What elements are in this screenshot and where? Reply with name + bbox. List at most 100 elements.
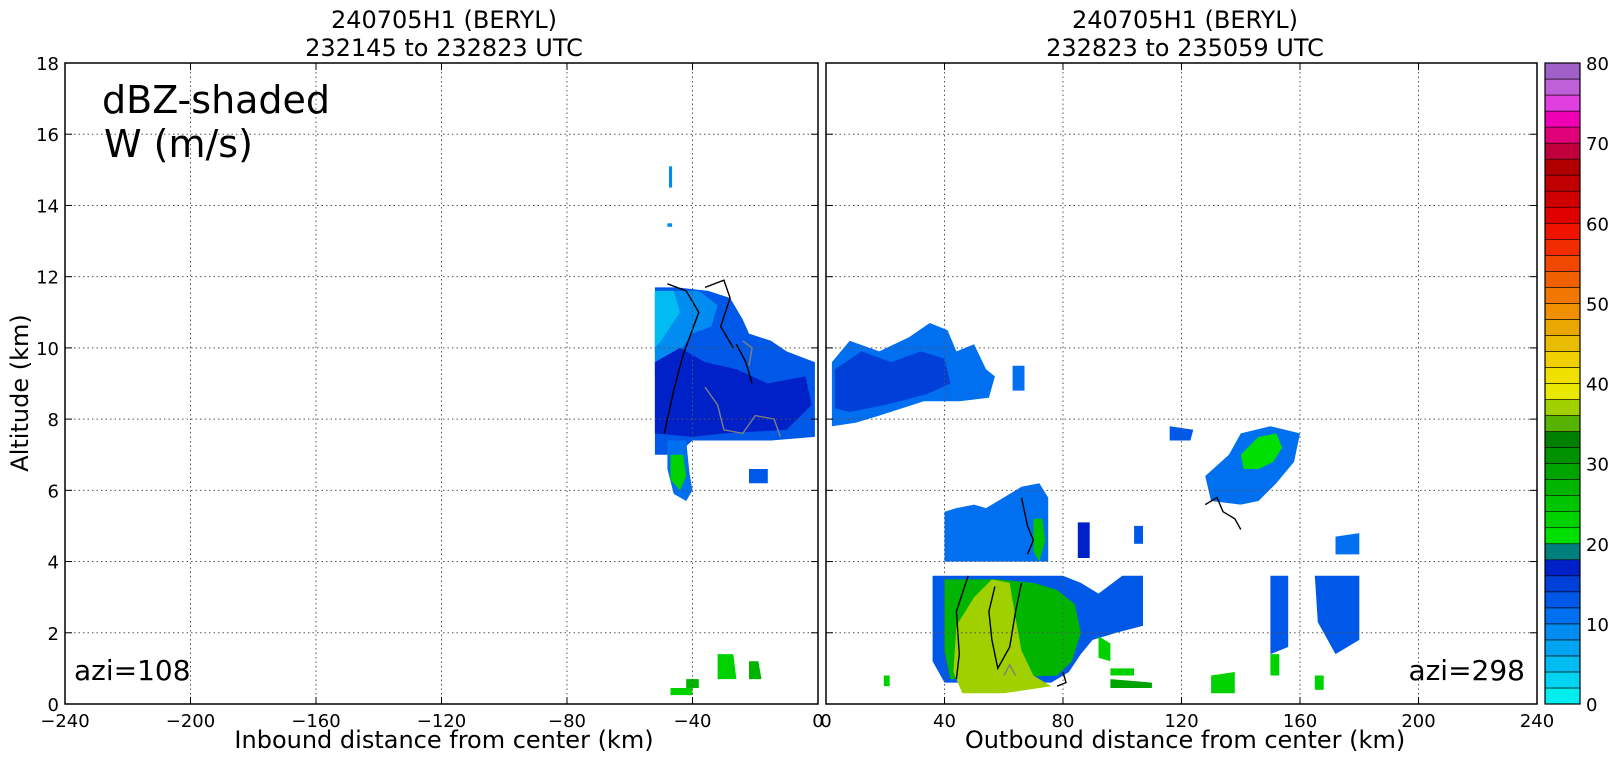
right-x-tick-label: 240 — [1520, 711, 1554, 732]
right-echo-region-8 — [1077, 522, 1090, 558]
colorbar-tick-label: 20 — [1586, 535, 1609, 556]
right-echo-region-21 — [1314, 675, 1324, 690]
colorbar-band — [1544, 687, 1581, 705]
left-y-tick-label: 14 — [36, 196, 59, 217]
right-echo-region-10 — [1335, 533, 1360, 555]
right-echo-region-15 — [1110, 668, 1135, 676]
colorbar-band — [1544, 671, 1581, 689]
left-echo-region-5 — [670, 454, 687, 491]
colorbar-band — [1544, 271, 1581, 288]
colorbar-tick-label: 10 — [1586, 615, 1609, 636]
left-y-tick-label: 8 — [48, 410, 59, 431]
colorbar-band — [1544, 142, 1581, 160]
left-ylabel: Altitude (km) — [6, 314, 34, 471]
colorbar-band — [1544, 351, 1581, 368]
right-echo-region-16 — [1110, 679, 1152, 688]
right-plot-area: 0 40 80 120 160 200 240 — [820, 62, 1554, 732]
colorbar-band — [1544, 527, 1581, 545]
left-y-tick-label: 0 — [48, 695, 59, 716]
colorbar-band — [1544, 591, 1581, 609]
colorbar-band — [1544, 126, 1581, 144]
left-echo-region-2 — [654, 290, 680, 348]
right-echo-region-22 — [883, 675, 890, 687]
left-echo-region-3 — [654, 347, 812, 437]
colorbar-band — [1544, 415, 1581, 432]
colorbar-band — [1544, 543, 1581, 561]
right-echo-region-18 — [1270, 575, 1289, 655]
left-echo-region-11 — [670, 688, 693, 696]
left-y-tick-label: 10 — [36, 339, 59, 360]
right-w-contour-3 — [1204, 496, 1242, 530]
right-echo-region-17 — [1211, 672, 1235, 694]
right-w-contour-5 — [1003, 663, 1017, 676]
right-x-tick-label: 40 — [933, 711, 956, 732]
right-w-contour-1 — [988, 582, 1023, 671]
right-x-tick-label: 80 — [1052, 711, 1075, 732]
left-plot-area: −240 −200 −160 −120 −80 −40 0 0 2 4 6 8 10 12 14 16 18 — [36, 54, 824, 732]
left-echo-region-6 — [749, 469, 768, 484]
right-x-tick-label: 160 — [1283, 711, 1317, 732]
colorbar-band — [1544, 623, 1581, 641]
left-y-tick-label: 6 — [48, 481, 59, 502]
left-x-tick-label: −120 — [417, 711, 466, 732]
colorbar-band — [1544, 62, 1581, 80]
dbz-colorbar: 0 10 20 30 40 50 60 70 80 — [1544, 54, 1609, 716]
colorbar-band — [1544, 206, 1581, 224]
left-panel-subtitle: 232145 to 232823 UTC — [305, 34, 583, 62]
colorbar-band — [1544, 479, 1581, 496]
colorbar-band — [1544, 94, 1581, 112]
colorbar-band — [1544, 158, 1581, 176]
colorbar-tick-label: 80 — [1586, 54, 1609, 75]
colorbar-band — [1544, 238, 1581, 256]
right-azimuth-label: azi=298 — [1408, 654, 1525, 687]
left-w-contour-1 — [704, 279, 734, 349]
right-echo-region-9 — [1134, 525, 1143, 544]
colorbar-band — [1544, 367, 1581, 384]
left-w-contour-2 — [735, 343, 753, 384]
left-w-contour-0 — [663, 283, 700, 434]
left-x-tick-label: −200 — [166, 711, 215, 732]
colorbar-band — [1544, 287, 1581, 304]
right-xlabel: Outbound distance from center (km) — [965, 726, 1405, 754]
colorbar-tick-label: 60 — [1586, 214, 1609, 235]
left-panel: 240705H1 (BERYL) 232145 to 232823 UTC −2… — [6, 6, 824, 754]
left-y-tick-label: 4 — [48, 553, 59, 574]
left-x-tick-label: −40 — [674, 711, 712, 732]
colorbar-band — [1544, 78, 1581, 96]
left-y-tick-label: 12 — [36, 268, 59, 289]
right-echo-region-19 — [1270, 654, 1280, 676]
colorbar-band — [1544, 607, 1581, 625]
right-echo-region-7 — [1033, 518, 1046, 562]
left-w-contour-4 — [742, 340, 753, 366]
colorbar-band — [1544, 255, 1581, 272]
left-echo-region-8 — [667, 223, 673, 227]
right-echo-region-5 — [1240, 433, 1283, 469]
right-echo-layer — [831, 323, 1360, 694]
left-echo-layer — [654, 166, 815, 696]
colorbar-tick-label: 50 — [1586, 294, 1609, 315]
right-w-contour-2 — [1020, 497, 1035, 555]
left-echo-region-9 — [717, 654, 737, 680]
left-echo-region-10 — [749, 661, 762, 680]
colorbar-tick-label: 40 — [1586, 375, 1609, 396]
colorbar-band — [1544, 463, 1581, 480]
left-y-tick-label: 16 — [36, 125, 59, 146]
colorbar-tick-label: 0 — [1586, 695, 1597, 716]
right-panel: 240705H1 (BERYL) 232823 to 235059 UTC 0 4… — [820, 6, 1554, 754]
colorbar-band — [1544, 335, 1581, 352]
left-x-tick-label: −160 — [291, 711, 340, 732]
left-azimuth-label: azi=108 — [74, 654, 191, 687]
right-panel-subtitle: 232823 to 235059 UTC — [1046, 34, 1324, 62]
colorbar-band — [1544, 399, 1581, 416]
right-echo-region-1 — [834, 351, 951, 412]
colorbar-band — [1544, 303, 1581, 320]
colorbar-band — [1544, 190, 1581, 208]
right-x-tick-label: 200 — [1401, 711, 1435, 732]
colorbar-band — [1544, 383, 1581, 400]
left-xlabel: Inbound distance from center (km) — [234, 726, 653, 754]
right-echo-region-13 — [953, 579, 1052, 694]
right-echo-region-2 — [1012, 365, 1025, 391]
right-echo-region-6 — [944, 483, 1049, 562]
colorbar-band — [1544, 559, 1581, 577]
